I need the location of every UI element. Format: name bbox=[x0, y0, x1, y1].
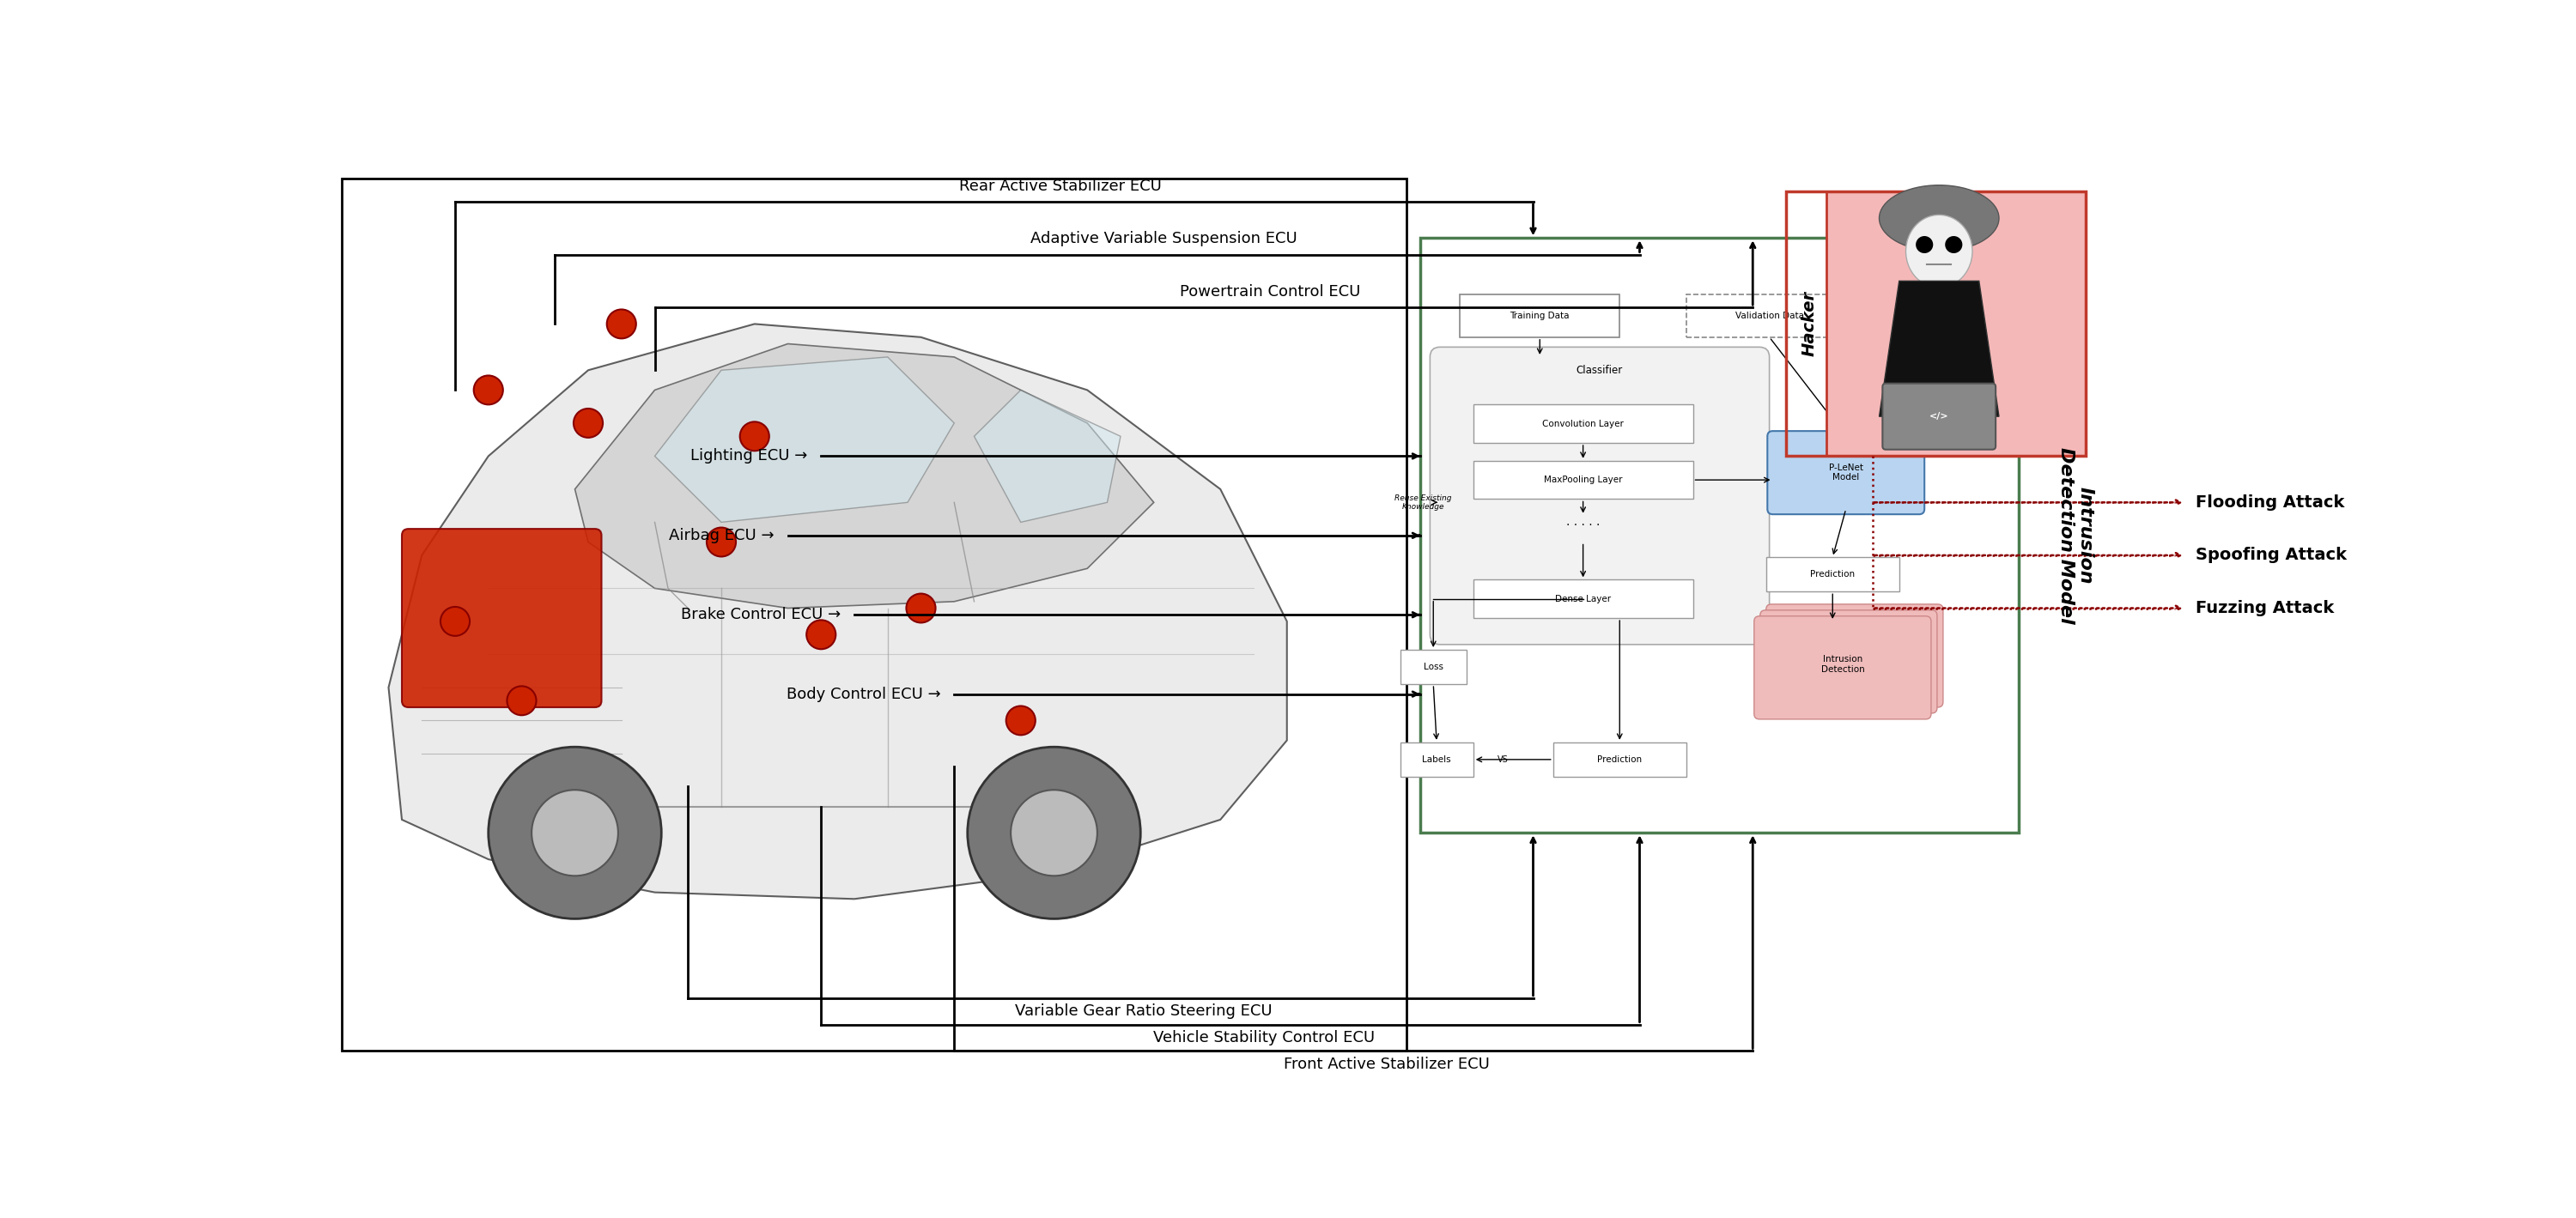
Polygon shape bbox=[654, 357, 953, 523]
FancyBboxPatch shape bbox=[1754, 616, 1932, 719]
Circle shape bbox=[739, 421, 770, 451]
Circle shape bbox=[574, 408, 603, 437]
Text: Intrusion
Detection Model: Intrusion Detection Model bbox=[2058, 447, 2094, 624]
Circle shape bbox=[1945, 236, 1963, 253]
Circle shape bbox=[507, 686, 536, 715]
Text: Vehicle Stability Control ECU: Vehicle Stability Control ECU bbox=[1154, 1030, 1376, 1045]
Bar bbox=[1767, 558, 1899, 592]
Text: Convolution Layer: Convolution Layer bbox=[1543, 419, 1623, 428]
Ellipse shape bbox=[1906, 214, 1973, 287]
Text: Reuse Existing
Knowledge: Reuse Existing Knowledge bbox=[1394, 495, 1453, 510]
Text: Hacker: Hacker bbox=[1801, 291, 1819, 357]
Circle shape bbox=[531, 790, 618, 876]
Text: Labels: Labels bbox=[1422, 755, 1450, 764]
Circle shape bbox=[489, 747, 662, 918]
Text: P-LeNet
Model: P-LeNet Model bbox=[1829, 463, 1862, 482]
Bar bbox=[1553, 742, 1687, 777]
Circle shape bbox=[806, 620, 835, 649]
Circle shape bbox=[1007, 706, 1036, 734]
FancyBboxPatch shape bbox=[1883, 384, 1996, 449]
FancyBboxPatch shape bbox=[1430, 347, 1770, 644]
Text: </>: </> bbox=[1929, 412, 1950, 420]
Polygon shape bbox=[1878, 281, 1999, 417]
Text: · · · · ·: · · · · · bbox=[1566, 520, 1600, 531]
Text: Body Control ECU →: Body Control ECU → bbox=[786, 687, 940, 702]
Text: Dense Layer: Dense Layer bbox=[1556, 594, 1610, 603]
Circle shape bbox=[706, 527, 737, 557]
Text: Lighting ECU →: Lighting ECU → bbox=[690, 448, 809, 464]
Text: Validation Data: Validation Data bbox=[1736, 312, 1803, 320]
Circle shape bbox=[1010, 790, 1097, 876]
Text: Fuzzing Attack: Fuzzing Attack bbox=[2195, 600, 2334, 616]
Bar bbox=[1785, 191, 2087, 456]
Text: Variable Gear Ratio Steering ECU: Variable Gear Ratio Steering ECU bbox=[1015, 1004, 1273, 1018]
Circle shape bbox=[440, 607, 469, 636]
FancyBboxPatch shape bbox=[1759, 610, 1937, 714]
Text: Training Data: Training Data bbox=[1510, 312, 1569, 320]
Text: VS: VS bbox=[1497, 755, 1510, 764]
Bar bbox=[1461, 295, 1620, 337]
Ellipse shape bbox=[1878, 185, 1999, 251]
FancyBboxPatch shape bbox=[402, 529, 600, 708]
Text: Rear Active Stabilizer ECU: Rear Active Stabilizer ECU bbox=[958, 178, 1162, 194]
FancyBboxPatch shape bbox=[1687, 295, 1852, 337]
Circle shape bbox=[907, 593, 935, 622]
Bar bbox=[1473, 580, 1692, 618]
Circle shape bbox=[608, 309, 636, 339]
Bar bbox=[1419, 238, 2020, 833]
Bar bbox=[1826, 191, 2087, 456]
FancyBboxPatch shape bbox=[1767, 431, 1924, 514]
FancyBboxPatch shape bbox=[1767, 604, 1942, 708]
Bar bbox=[1473, 404, 1692, 443]
Text: Brake Control ECU →: Brake Control ECU → bbox=[680, 607, 840, 622]
Text: Adaptive Variable Suspension ECU: Adaptive Variable Suspension ECU bbox=[1030, 231, 1298, 246]
Text: Flooding Attack: Flooding Attack bbox=[2195, 495, 2344, 510]
Bar bbox=[1473, 460, 1692, 499]
Bar bbox=[1401, 649, 1466, 685]
Text: Prediction: Prediction bbox=[1811, 570, 1855, 579]
Circle shape bbox=[969, 747, 1141, 918]
Text: Spoofing Attack: Spoofing Attack bbox=[2195, 547, 2347, 564]
Text: Loss: Loss bbox=[1425, 663, 1443, 671]
Text: Intrusion
Detection: Intrusion Detection bbox=[1821, 655, 1865, 674]
Text: MaxPooling Layer: MaxPooling Layer bbox=[1543, 476, 1623, 485]
Text: Front Active Stabilizer ECU: Front Active Stabilizer ECU bbox=[1283, 1056, 1489, 1072]
Text: Powertrain Control ECU: Powertrain Control ECU bbox=[1180, 284, 1360, 300]
Bar bbox=[343, 179, 1406, 1051]
Circle shape bbox=[474, 375, 502, 404]
Polygon shape bbox=[974, 390, 1121, 523]
Polygon shape bbox=[389, 324, 1288, 899]
Circle shape bbox=[1917, 236, 1932, 253]
Bar bbox=[1401, 742, 1473, 777]
Text: Prediction: Prediction bbox=[1597, 755, 1641, 764]
Polygon shape bbox=[574, 343, 1154, 608]
Text: Airbag ECU →: Airbag ECU → bbox=[670, 527, 775, 543]
Text: Classifier: Classifier bbox=[1577, 364, 1623, 376]
